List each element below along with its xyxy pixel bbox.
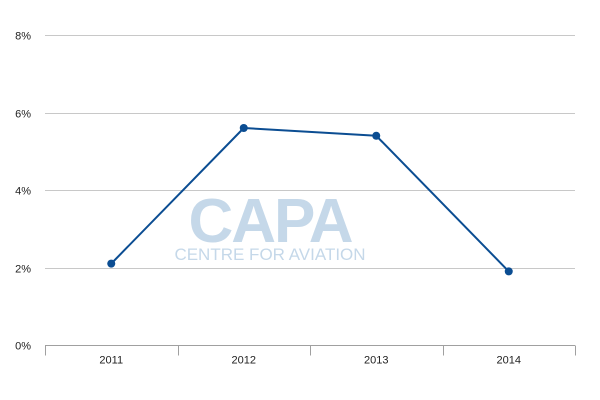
data-point[interactable] xyxy=(107,259,116,268)
x-tick-label: 2011 xyxy=(99,355,123,367)
y-tick-label: 2% xyxy=(15,264,31,276)
data-point[interactable] xyxy=(239,124,248,132)
y-axis-ticks: 0% 2% 4% 6% 8% xyxy=(15,31,31,353)
series-layer xyxy=(107,124,513,276)
gridlines xyxy=(45,35,575,269)
series-line xyxy=(110,127,510,273)
x-tick-label: 2014 xyxy=(497,355,521,367)
y-tick-label: 6% xyxy=(15,109,31,121)
watermark-tagline: CENTRE FOR AVIATION xyxy=(174,245,365,264)
y-tick-label: 4% xyxy=(15,186,31,198)
x-axis: 2011 2012 2013 2014 xyxy=(45,345,576,367)
data-point[interactable] xyxy=(372,131,381,140)
x-tick-label: 2013 xyxy=(364,355,388,367)
y-tick-label: 0% xyxy=(15,341,31,353)
capa-watermark-logo: CAPA CENTRE FOR AVIATION xyxy=(174,187,365,264)
watermark-logo-text: CAPA xyxy=(188,187,352,256)
data-point[interactable] xyxy=(504,267,513,276)
y-tick-label: 8% xyxy=(15,31,31,43)
x-tick-label: 2012 xyxy=(232,355,256,367)
